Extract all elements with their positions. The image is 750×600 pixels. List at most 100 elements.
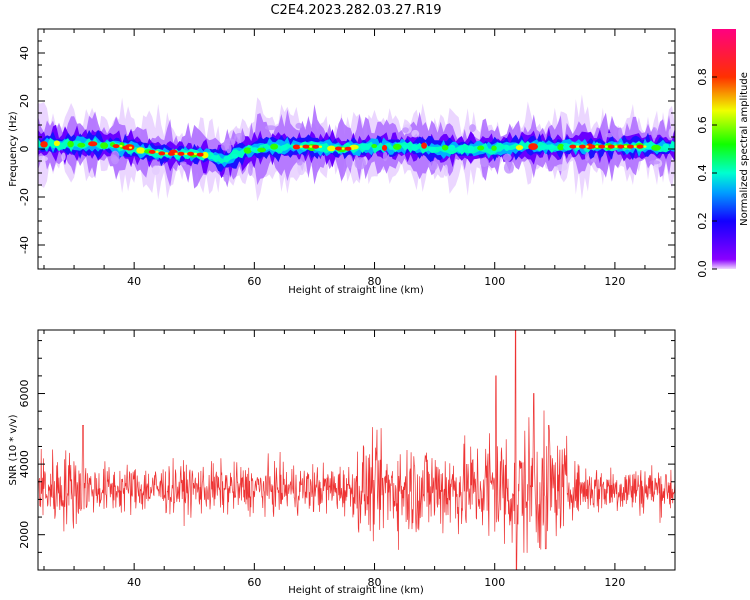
spectrogram-plume xyxy=(590,158,597,163)
spectrogram-peak-core xyxy=(624,145,628,148)
spectrogram-peak-core xyxy=(128,146,133,149)
spectrogram-peak-core xyxy=(643,145,647,148)
spectrogram-plume xyxy=(354,157,367,170)
spectrogram-plume xyxy=(503,161,514,174)
spectrogram-core xyxy=(280,144,288,151)
spectrogram-core xyxy=(539,145,547,151)
snr-line xyxy=(38,330,675,570)
spectrogram-y-tick-label: 20 xyxy=(18,94,31,108)
spectrogram-plume xyxy=(428,160,438,171)
spectrogram-x-tick-label: 60 xyxy=(247,275,261,288)
spectrogram-core xyxy=(557,143,565,151)
spectrogram-plume xyxy=(668,128,674,139)
spectrogram-peak xyxy=(148,149,156,154)
colorbar-label: Normalized spectral amplitude xyxy=(739,72,750,226)
spectrogram-peak xyxy=(636,144,644,149)
chart-title: C2E4.2023.282.03.27.R19 xyxy=(270,3,441,18)
spectrogram-plume xyxy=(61,152,66,161)
spectrogram-heatmap xyxy=(38,94,675,202)
spectrogram-x-label: Height of straight line (km) xyxy=(288,285,424,296)
spectrogram-peak-core xyxy=(299,145,303,148)
spectrogram-y-tick-label: -40 xyxy=(18,236,31,254)
spectrogram-core xyxy=(67,140,74,148)
spectrogram-core xyxy=(515,144,524,151)
snr-x-tick-label: 40 xyxy=(127,576,141,589)
spectrogram-x-tick-label: 120 xyxy=(604,275,625,288)
spectrogram-plume xyxy=(618,127,623,139)
spectrogram-peak xyxy=(598,144,606,149)
spectrogram-core xyxy=(448,144,456,151)
spectrogram-x-tick-label: 40 xyxy=(127,275,141,288)
spectrogram-axes: 40 60 80 100 120 -40 -20 0 20 40 xyxy=(18,28,676,288)
spectrogram-core xyxy=(457,146,464,153)
spectrogram-peak xyxy=(312,144,320,149)
spectrogram-core xyxy=(467,145,475,153)
spectrogram-y-tick-label: 40 xyxy=(18,46,31,60)
snr-x-label: Height of straight line (km) xyxy=(288,585,424,596)
snr-panel: 40 60 80 100 120 2000 4000 6000 Height of strai… xyxy=(8,329,676,596)
spectrogram-core xyxy=(210,155,219,160)
spectrogram-core xyxy=(421,142,427,149)
colorbar-gradient xyxy=(712,29,736,269)
spectrogram-core xyxy=(670,142,675,150)
spectrogram-y-label: Frequency (Hz) xyxy=(8,111,19,187)
spectrogram-peak-core xyxy=(614,145,618,148)
spectrogram-core xyxy=(544,144,555,150)
spectrogram-core xyxy=(257,147,266,153)
colorbar-tick-label: 0.6 xyxy=(696,116,709,134)
spectrogram-plume xyxy=(479,157,489,168)
spectrogram-peak xyxy=(617,144,625,149)
colorbar-tick-label: 0.8 xyxy=(696,68,709,86)
spectrogram-core xyxy=(223,155,231,161)
spectrogram-peak-core xyxy=(595,145,599,148)
spectrogram-core xyxy=(491,145,497,151)
colorbar-tick-label: 0.2 xyxy=(696,212,709,230)
spectrogram-core xyxy=(428,146,437,153)
spectrogram-y-tick-label: -20 xyxy=(18,188,31,206)
spectrogram-plume xyxy=(110,150,120,165)
spectrogram-plume xyxy=(648,160,661,165)
spectrogram-core xyxy=(662,143,670,149)
spectrogram-plume xyxy=(345,154,353,169)
spectrogram-plume xyxy=(562,160,568,170)
snr-y-tick-label: 2000 xyxy=(18,521,31,549)
spectrogram-band xyxy=(38,137,675,164)
spectrogram-peak-core xyxy=(155,150,159,154)
spectrogram-peak xyxy=(167,151,175,156)
snr-axes: 40 60 80 100 120 2000 4000 6000 xyxy=(18,330,676,589)
spectrogram-peak xyxy=(607,144,615,149)
spectrogram-core xyxy=(327,145,336,152)
spectrogram-core xyxy=(360,143,371,150)
spectrogram-core xyxy=(402,144,409,149)
spectrogram-plume xyxy=(469,124,476,133)
spectrogram-core xyxy=(477,145,485,151)
spectrogram-peak xyxy=(292,144,300,149)
spectrogram-plume xyxy=(605,133,614,138)
spectrogram-peak xyxy=(196,152,204,157)
colorbar-tick-label: 0.0 xyxy=(696,260,709,278)
spectrogram-peak xyxy=(177,151,185,156)
spectrogram-core xyxy=(392,143,402,150)
snr-x-tick-label: 80 xyxy=(368,576,382,589)
snr-y-tick-label: 4000 xyxy=(18,450,31,478)
spectrogram-peak xyxy=(578,144,586,149)
spectrogram-peak xyxy=(158,151,166,156)
spectrogram-plume xyxy=(248,163,253,177)
spectrogram-core xyxy=(231,154,239,159)
spectrogram-plume xyxy=(444,164,449,177)
spectrogram-plume xyxy=(651,127,658,139)
snr-y-tick-label: 6000 xyxy=(18,380,31,408)
spectrogram-peak-core xyxy=(604,145,609,148)
spectrogram-peak xyxy=(569,144,577,149)
spectrogram-plume xyxy=(223,138,236,146)
spectrogram-core xyxy=(651,144,661,151)
spectrogram-core xyxy=(136,147,145,154)
spectrogram-peak-core xyxy=(351,147,355,150)
spectrogram-peak xyxy=(122,145,130,150)
spectrogram-plume xyxy=(382,151,388,162)
spectrogram-peak-core xyxy=(184,152,188,155)
spectrogram-peak xyxy=(627,144,635,149)
spectrogram-peak-core xyxy=(309,145,313,148)
spectrogram-core xyxy=(77,142,86,148)
